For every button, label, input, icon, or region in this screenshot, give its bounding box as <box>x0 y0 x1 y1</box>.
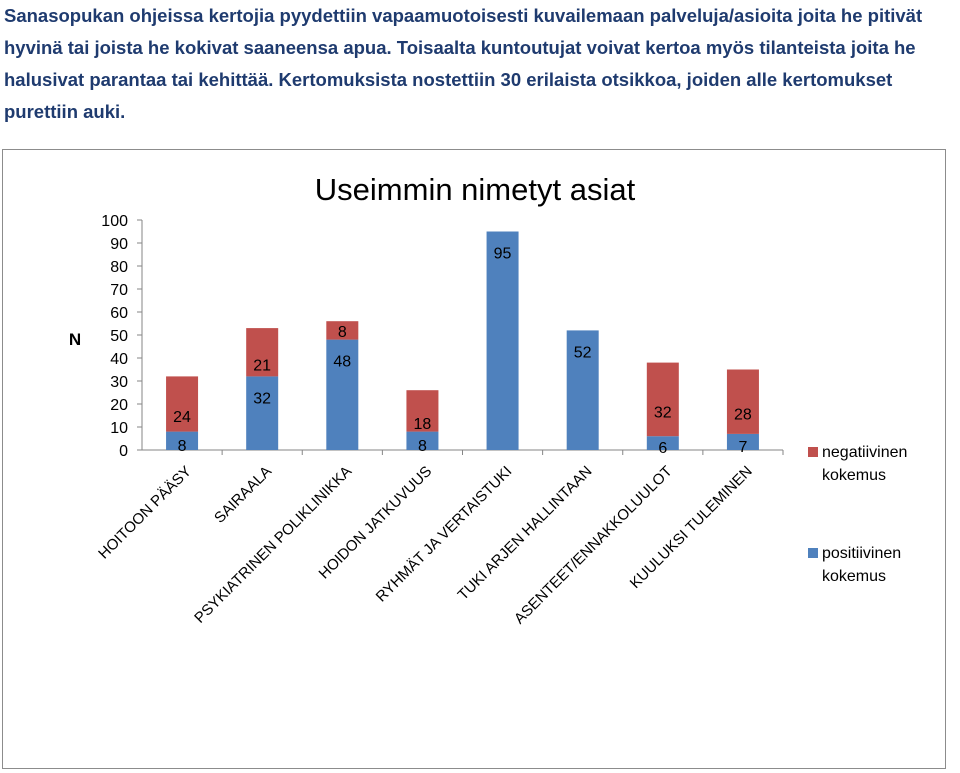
bar-value-label: 21 <box>253 357 271 374</box>
bar-value-label: 8 <box>178 438 187 455</box>
bar-value-label: 48 <box>333 354 351 371</box>
y-tick-label: 100 <box>101 213 128 230</box>
bar-value-label: 52 <box>574 344 592 361</box>
legend-label: positiivinen kokemus <box>822 545 901 585</box>
y-tick-label: 10 <box>110 420 128 437</box>
y-tick-label: 20 <box>110 397 128 414</box>
bar-value-label: 32 <box>253 390 271 407</box>
x-category-label: TUKI ARJEN HALLINTAAN <box>455 463 596 604</box>
y-tick-label: 80 <box>110 259 128 276</box>
y-axis-label: N <box>69 330 81 349</box>
bar-segment <box>726 433 759 450</box>
y-tick-label: 60 <box>110 305 128 322</box>
y-axis-ticks: 0 10 20 30 40 50 60 70 80 90 100 <box>101 213 142 460</box>
bar-value-label: 8 <box>418 438 427 455</box>
bar-value-label: 6 <box>658 440 667 457</box>
legend-label: negatiivinen kokemus <box>822 444 907 484</box>
stacked-bar-chart: Useimmin nimetyt asiat N 010203040506070… <box>69 172 908 628</box>
y-tick-label: 0 <box>119 443 128 460</box>
intro-paragraph: Sanasopukan ohjeissa kertojia pyydettiin… <box>4 5 923 122</box>
bar-value-label: 28 <box>734 407 752 424</box>
bar-value-label: 7 <box>738 439 747 456</box>
x-category-label: SAIRAALA <box>211 463 275 527</box>
y-tick-label: 70 <box>110 282 128 299</box>
bar-value-label: 95 <box>494 246 512 263</box>
bar-value-label: 18 <box>414 416 432 433</box>
x-category-label: PSYKIATRINEN POLIKLINIKKA <box>191 463 355 627</box>
chart-title: Useimmin nimetyt asiat <box>315 172 636 207</box>
x-category-label: RYHMÄT JA VERTAISTUKI <box>373 463 516 606</box>
bar-segment <box>406 431 439 450</box>
x-category-label: HOITOON PÄÄSY <box>95 463 195 563</box>
y-tick-label: 90 <box>110 236 128 253</box>
bar-segment <box>166 376 199 432</box>
y-tick-label: 30 <box>110 374 128 391</box>
bar-value-label: 8 <box>338 324 347 341</box>
bar-segment <box>246 328 279 377</box>
legend: negatiivinen kokemus positiivinen kokemus <box>808 444 907 585</box>
y-tick-label: 50 <box>110 328 128 345</box>
bar-value-label: 24 <box>173 409 191 426</box>
bar-segment <box>486 231 519 450</box>
bar-segment <box>326 339 359 450</box>
bar-segment <box>726 369 759 434</box>
bar-segment <box>646 362 679 437</box>
y-tick-label: 40 <box>110 351 128 368</box>
bar-segment <box>566 330 599 450</box>
bar-segment <box>166 431 199 450</box>
legend-swatch <box>808 447 818 457</box>
legend-swatch <box>808 548 818 558</box>
bar-segment <box>326 321 359 340</box>
chart-frame: Useimmin nimetyt asiat N 0 10 20 30 40 50 60 70… <box>2 149 946 769</box>
bar-segment <box>246 376 279 450</box>
bar-value-label: 32 <box>654 404 672 421</box>
bar-segment <box>646 436 679 450</box>
bar-segment <box>406 390 439 432</box>
bars: 8 24 32 21 48 8 8 18 95 52 6 32 7 28 <box>166 231 759 457</box>
x-category-label: ASENTEET/ENNAKKOLUULOT <box>511 463 676 628</box>
